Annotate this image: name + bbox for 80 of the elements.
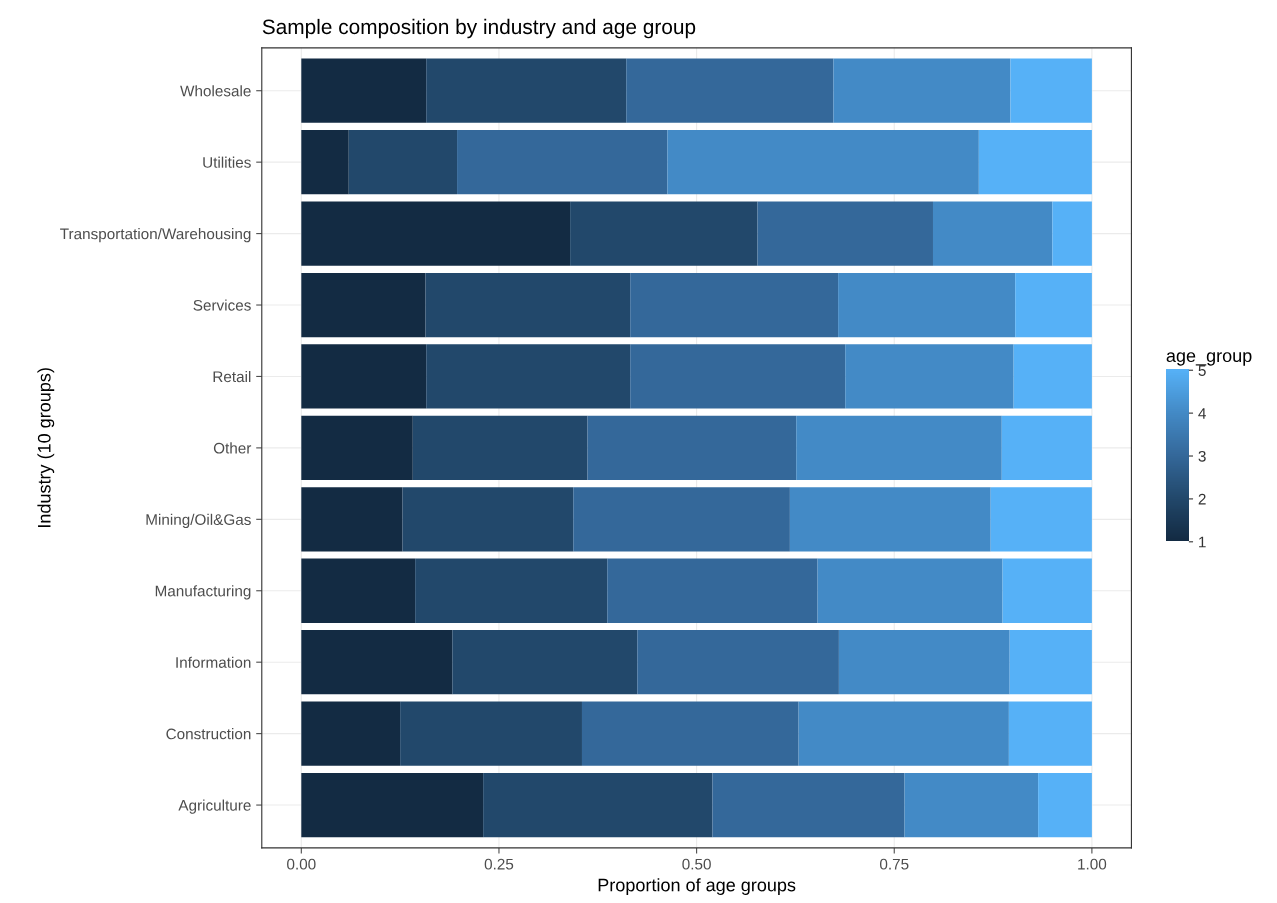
bar xyxy=(1052,201,1092,266)
x-tick-label: 0.25 xyxy=(484,858,514,870)
x-tick-label: 1.00 xyxy=(1078,858,1107,870)
bar xyxy=(1013,344,1092,409)
bar xyxy=(757,201,933,266)
bar xyxy=(990,487,1092,552)
bar xyxy=(301,201,571,266)
bar xyxy=(301,558,416,623)
bar xyxy=(817,558,1003,623)
x-axis-title: Proportion of age groups xyxy=(598,878,796,895)
bar xyxy=(426,344,631,409)
bar xyxy=(573,487,790,552)
bar xyxy=(845,344,1014,409)
bar xyxy=(978,130,1092,195)
y-tick-label: Manufacturing xyxy=(155,585,251,600)
x-tick-label: 0.50 xyxy=(682,858,711,870)
bar xyxy=(301,58,427,123)
bar xyxy=(348,130,458,195)
y-tick-label: Agriculture xyxy=(178,799,251,814)
bar xyxy=(483,772,713,838)
bar xyxy=(626,58,834,123)
bar xyxy=(301,415,413,481)
bar xyxy=(798,701,1009,766)
bar xyxy=(630,272,839,338)
y-tick-label: Retail xyxy=(213,370,251,383)
y-tick-label: Wholesale xyxy=(180,85,251,97)
bar xyxy=(301,344,427,409)
bar xyxy=(1010,58,1092,123)
bar xyxy=(667,130,979,195)
bar xyxy=(833,58,1011,123)
bar xyxy=(630,344,846,409)
bar xyxy=(637,630,839,695)
bar xyxy=(301,701,401,766)
bar xyxy=(587,415,797,481)
x-tick-label: 0.00 xyxy=(287,858,316,870)
y-tick-label: Transportation/Warehousing xyxy=(60,228,251,243)
bar xyxy=(457,130,668,195)
y-tick-label: Other xyxy=(213,442,252,454)
bar xyxy=(426,58,627,123)
bar xyxy=(412,415,588,481)
bar xyxy=(712,772,905,838)
bar xyxy=(789,487,991,552)
bar xyxy=(400,701,582,766)
y-tick-label: Mining/Oil&Gas xyxy=(146,513,251,529)
bar xyxy=(570,201,758,266)
bar xyxy=(838,630,1010,695)
bar xyxy=(1008,701,1092,766)
color-bar-label: 4 xyxy=(1198,408,1206,419)
bar xyxy=(581,701,799,766)
bar xyxy=(402,487,574,552)
bar xyxy=(838,272,1016,338)
x-tick-label: 0.75 xyxy=(879,858,909,870)
bar xyxy=(425,272,631,338)
bar xyxy=(301,272,426,338)
bar xyxy=(1001,415,1092,481)
bar xyxy=(1009,630,1092,695)
bar xyxy=(1038,772,1092,838)
color-bar-label: 3 xyxy=(1198,450,1206,462)
color-bar-label: 5 xyxy=(1198,365,1206,376)
bar xyxy=(301,487,403,552)
y-tick-label: Construction xyxy=(166,728,251,740)
color-bar-title: age_group xyxy=(1166,352,1252,366)
bar xyxy=(452,630,638,695)
y-tick-label: Utilities xyxy=(203,156,251,168)
color-bar-label: 2 xyxy=(1198,493,1206,505)
y-tick-label: Information xyxy=(176,656,251,668)
bar xyxy=(932,201,1053,266)
bar xyxy=(607,558,818,623)
bar xyxy=(1015,272,1092,338)
bar xyxy=(415,558,608,623)
bar xyxy=(301,772,484,838)
bar xyxy=(301,130,349,195)
bar xyxy=(1002,558,1092,623)
y-tick-label: Services xyxy=(193,299,251,311)
chart-title: Sample composition by industry and age group xyxy=(262,18,696,39)
bar xyxy=(301,630,453,695)
bar xyxy=(904,772,1039,838)
bar xyxy=(796,415,1002,481)
color-bar-label: 1 xyxy=(1199,536,1206,548)
y-axis-title: Industry (10 groups) xyxy=(37,368,55,527)
